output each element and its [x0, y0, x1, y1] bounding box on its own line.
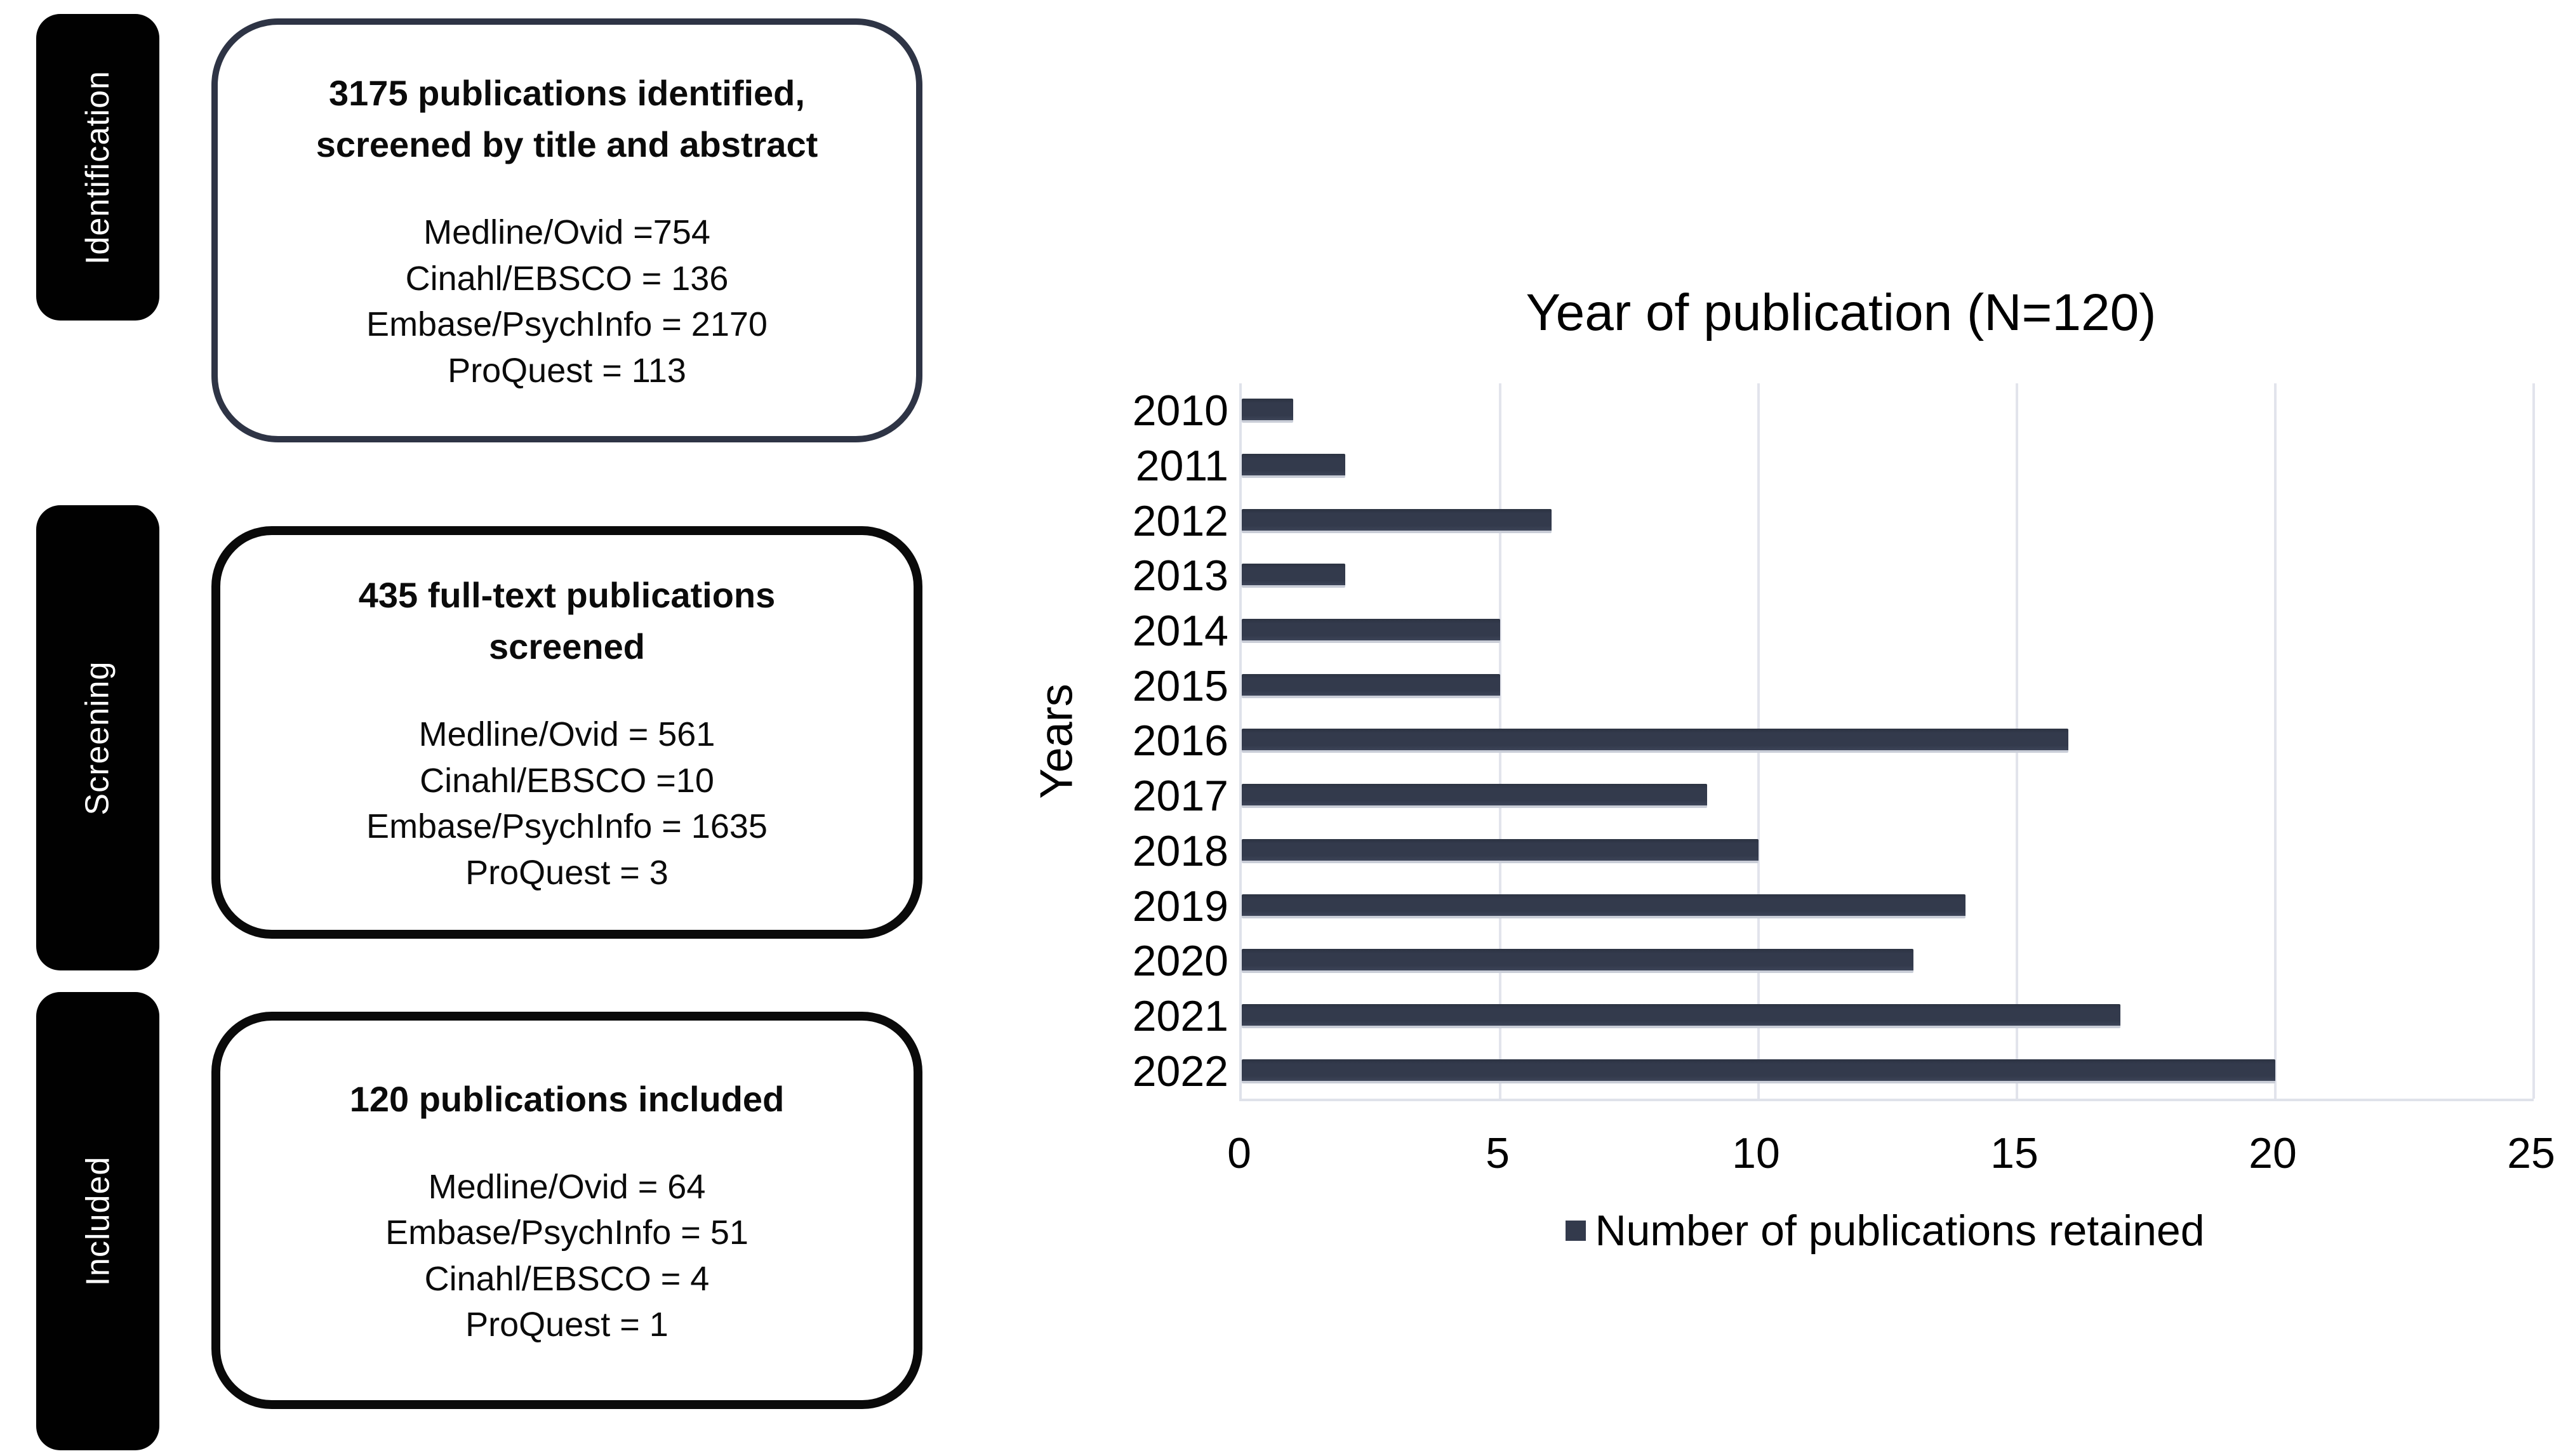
box-source-line: ProQuest = 113: [448, 351, 686, 390]
y-axis-tick-labels: 2010 2011 2012 2013 2014 2015 2016 2017 2018 2019…: [1082, 383, 1228, 1099]
box-title: 120 publications included: [350, 1073, 785, 1125]
box-title: 435 full-text publications screened: [359, 569, 776, 672]
box-source-line: Cinahl/EBSCO =10: [420, 761, 714, 800]
x-axis-tick-label: 5: [1486, 1129, 1510, 1177]
y-axis-tick-label: 2022: [1132, 1047, 1228, 1095]
box-title-line: 435 full-text publications: [358, 575, 776, 616]
bar-row: [1242, 493, 2534, 548]
box-source-line: ProQuest = 1: [465, 1305, 668, 1344]
legend-marker-swatch: [1566, 1221, 1586, 1241]
box-source-line: Cinahl/EBSCO = 4: [424, 1259, 710, 1298]
bar-row: [1242, 548, 2534, 604]
x-axis-tick-label: 10: [1732, 1129, 1780, 1177]
box-source-line: Medline/Ovid = 64: [428, 1167, 706, 1206]
flow-box-content: 3175 publications identified, screened by…: [218, 25, 916, 436]
box-source-line: ProQuest = 3: [465, 853, 668, 892]
legend-label: Number of publications retained: [1595, 1207, 2205, 1255]
bar-row: [1242, 658, 2534, 713]
stage-tab-included: Included: [36, 992, 159, 1450]
chart-legend: Number of publications retained: [1239, 1206, 2531, 1255]
y-axis-tick-label: 2015: [1132, 661, 1228, 710]
box-source-line: Medline/Ovid =754: [423, 213, 710, 252]
y-axis-tick-label: 2011: [1135, 442, 1228, 491]
bar-2018: [1242, 838, 1759, 863]
y-axis-tick-label: 2020: [1132, 937, 1228, 986]
bar-row: [1242, 439, 2534, 494]
flow-box-screening: 435 full-text publications screened Medlin…: [211, 526, 922, 939]
box-source-list: Medline/Ovid = 561 Cinahl/EBSCO =10 Embase…: [366, 711, 768, 895]
box-source-line: Embase/PsychInfo = 51: [385, 1214, 748, 1252]
box-source-line: Cinahl/EBSCO = 136: [405, 259, 729, 298]
box-title-line: 3175 publications identified,: [329, 73, 805, 114]
bar-2022: [1242, 1059, 2275, 1083]
bar-2020: [1242, 949, 1914, 974]
bar-2011: [1242, 454, 1345, 479]
x-axis-tick-label: 25: [2507, 1129, 2554, 1177]
bar-2010: [1242, 399, 1294, 423]
x-axis-tick-label: 15: [1990, 1129, 2039, 1177]
box-source-list: Medline/Ovid =754 Cinahl/EBSCO = 136 Embas…: [366, 209, 768, 393]
bar-2015: [1242, 673, 1500, 698]
bar-2013: [1242, 564, 1345, 588]
flow-box-identification: 3175 publications identified, screened by…: [211, 18, 922, 442]
bar-row: [1242, 989, 2534, 1044]
bar-2012: [1242, 508, 1552, 533]
gridline: [2532, 383, 2535, 1099]
bar-row: [1242, 934, 2534, 989]
box-source-line: Embase/PsychInfo = 2170: [366, 305, 768, 344]
box-source-line: Medline/Ovid = 561: [418, 715, 715, 754]
y-axis-title: Years: [1028, 383, 1086, 1099]
chart-plot-area: [1239, 383, 2535, 1101]
chart-title: Year of publication (N=120): [1526, 284, 2157, 341]
y-axis-tick-label: 2017: [1132, 772, 1228, 821]
y-axis-tick-label: 2014: [1132, 607, 1228, 656]
stage-tab-screening: Screening: [36, 505, 159, 970]
y-axis-tick-label: 2010: [1132, 387, 1228, 435]
box-title-line: screened by title and abstract: [316, 124, 818, 165]
box-title-line: screened: [489, 626, 645, 667]
bar-2017: [1242, 784, 1707, 809]
box-title: 3175 publications identified, screened by…: [316, 67, 818, 170]
y-axis-tick-label: 2018: [1132, 826, 1228, 875]
x-axis-tick-label: 20: [2249, 1129, 2297, 1177]
box-source-list: Medline/Ovid = 64 Embase/PsychInfo = 51 Ci…: [385, 1164, 748, 1347]
bar-2021: [1242, 1003, 2120, 1028]
bar-row: [1242, 878, 2534, 934]
bar-2014: [1242, 619, 1500, 644]
flow-box-included: 120 publications included Medline/Ovid = …: [211, 1012, 922, 1409]
stage-tab-label: Identification: [79, 70, 116, 265]
bar-row: [1242, 383, 2534, 439]
y-axis-tick-label: 2019: [1132, 882, 1228, 930]
bar-row: [1242, 604, 2534, 659]
stage-tab-label: Screening: [79, 660, 116, 816]
bar-series: [1242, 383, 2534, 1099]
x-axis-tick-label: 0: [1227, 1129, 1251, 1177]
y-axis-tick-label: 2012: [1132, 496, 1228, 545]
stage-tab-identification: Identification: [36, 14, 159, 321]
flow-box-content: 435 full-text publications screened Medlin…: [220, 535, 914, 930]
bar-row: [1242, 1043, 2534, 1099]
flow-box-content: 120 publications included Medline/Ovid = …: [220, 1021, 914, 1400]
box-source-line: Embase/PsychInfo = 1635: [366, 807, 768, 846]
x-axis-tick-labels: 0 5 10 15 20 25: [1227, 1128, 2554, 1189]
gridline: [2274, 383, 2277, 1099]
y-axis-tick-label: 2013: [1132, 552, 1228, 600]
bar-row: [1242, 769, 2534, 824]
y-axis-tick-label: 2021: [1132, 991, 1228, 1040]
bar-2019: [1242, 894, 1965, 918]
y-axis-tick-label: 2016: [1132, 717, 1228, 765]
box-title-line: 120 publications included: [349, 1078, 785, 1119]
bar-2016: [1242, 729, 2069, 753]
y-axis-title-text: Years: [1032, 683, 1083, 799]
bar-row: [1242, 713, 2534, 769]
stage-tab-label: Included: [79, 1156, 117, 1287]
bar-row: [1242, 824, 2534, 879]
